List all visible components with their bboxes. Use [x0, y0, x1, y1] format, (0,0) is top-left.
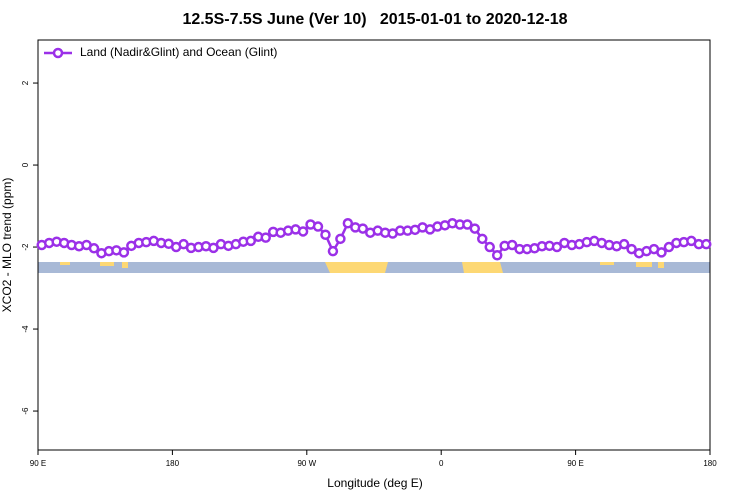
data-point — [506, 239, 518, 251]
land-south-america — [325, 262, 388, 273]
data-point — [335, 233, 346, 245]
data-point — [88, 243, 100, 254]
data-point — [484, 241, 495, 253]
data-point — [462, 219, 473, 230]
land-islands — [600, 262, 614, 265]
x-tick-label: 180 — [703, 459, 717, 468]
data-point — [342, 218, 354, 229]
land-islands — [636, 262, 652, 267]
land-islands — [60, 262, 70, 265]
land-africa — [462, 262, 503, 273]
data-point — [469, 223, 481, 234]
y-tick-label: -2 — [21, 243, 30, 251]
x-tick-label: 0 — [439, 459, 444, 468]
data-point — [656, 247, 667, 258]
data-point — [357, 223, 369, 234]
data-point — [477, 233, 488, 245]
land-islands — [658, 262, 664, 268]
data-point — [260, 232, 271, 243]
legend-marker — [52, 47, 64, 59]
data-point — [551, 241, 563, 253]
data-point — [118, 247, 130, 258]
x-axis-label: Longitude (deg E) — [327, 476, 422, 490]
land-islands — [122, 262, 128, 268]
data-point — [245, 235, 257, 247]
x-tick-label: 90 W — [297, 459, 316, 468]
data-point — [663, 241, 675, 253]
data-point — [312, 221, 324, 232]
map-strip — [38, 262, 710, 273]
data-point — [626, 243, 637, 255]
data-point — [297, 226, 309, 237]
data-point — [327, 245, 339, 257]
x-tick-label: 180 — [166, 459, 180, 468]
y-tick-label: 0 — [21, 162, 30, 167]
y-axis-label: XCO2 - MLO trend (ppm) — [0, 178, 14, 313]
chart-title: 12.5S-7.5S June (Ver 10) 2015-01-01 to 2… — [182, 11, 567, 28]
land-islands — [100, 262, 114, 266]
legend-label: Land (Nadir&Glint) and Ocean (Glint) — [80, 45, 277, 59]
y-tick-label: -6 — [21, 407, 30, 415]
x-tick-label: 90 E — [30, 459, 46, 468]
y-tick-label: -4 — [21, 325, 30, 333]
x-tick-label: 90 E — [567, 459, 583, 468]
data-point — [701, 238, 712, 250]
y-tick-label: 2 — [21, 80, 30, 85]
data-point — [618, 238, 630, 250]
data-point — [491, 250, 503, 261]
data-point — [320, 229, 331, 240]
